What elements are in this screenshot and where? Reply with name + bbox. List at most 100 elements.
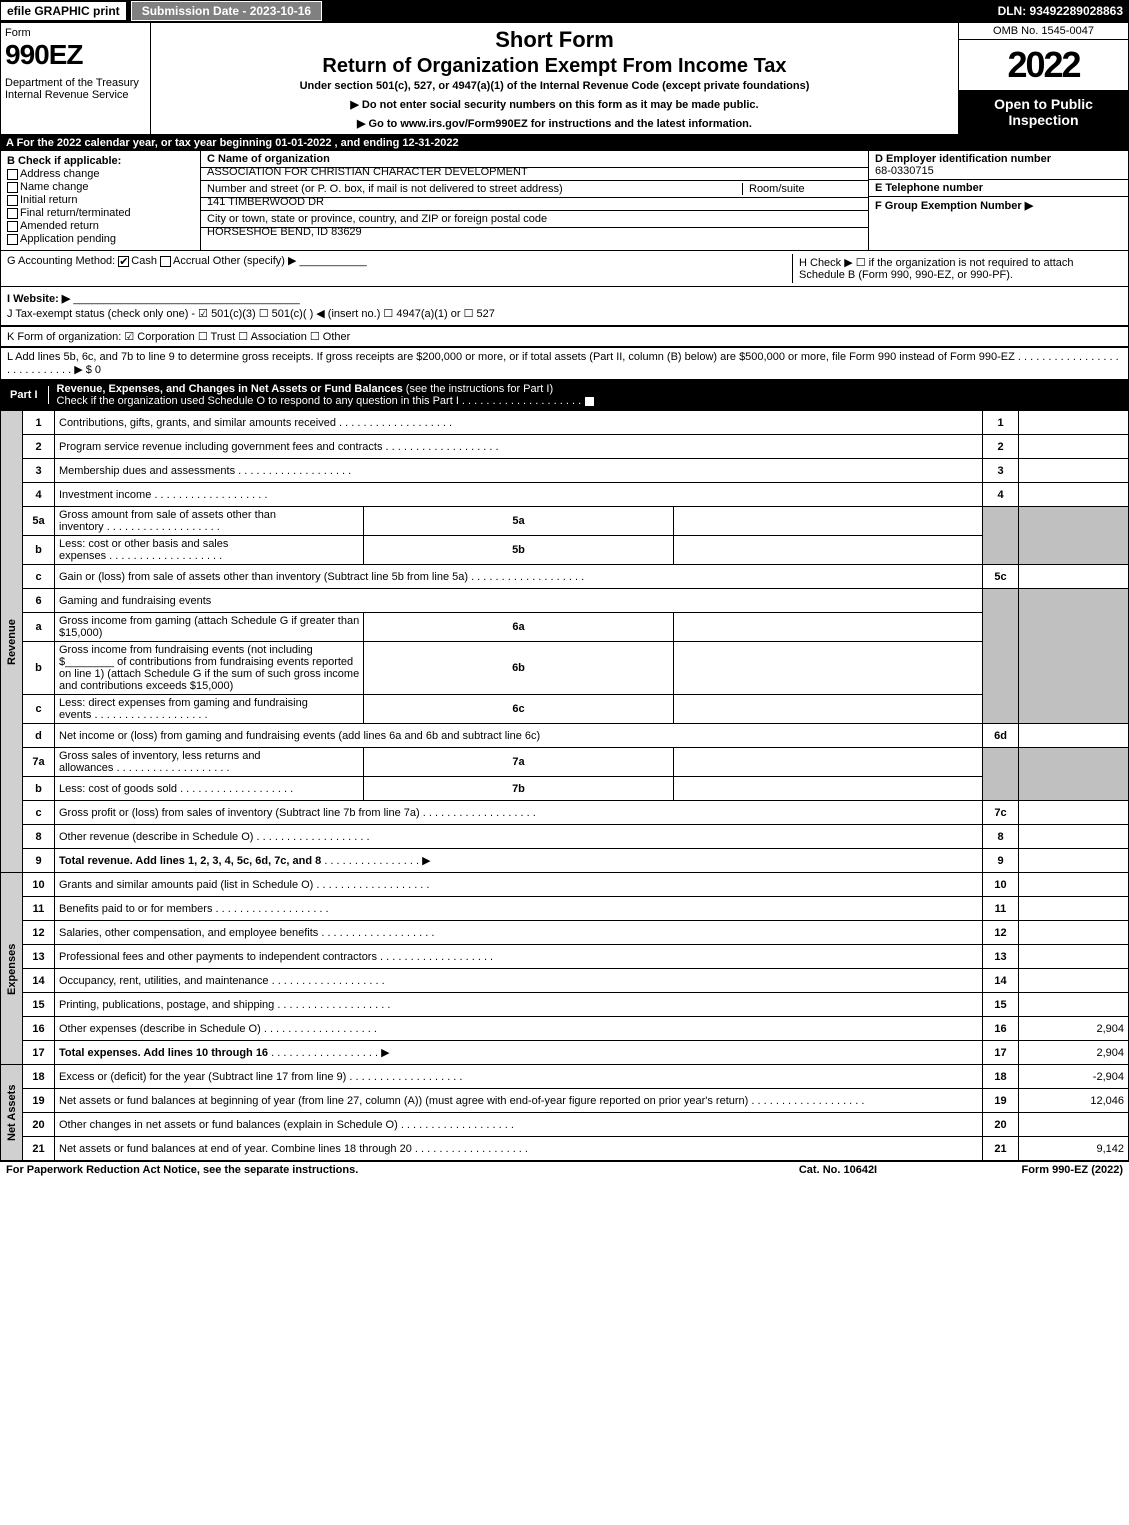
c-name-val: ASSOCIATION FOR CHRISTIAN CHARACTER DEVE…	[207, 166, 528, 178]
desc-13: Professional fees and other payments to …	[55, 945, 983, 969]
block-bcd: B Check if applicable: Address change Na…	[0, 151, 1129, 251]
rows-ijkl: I Website: ▶ ___________________________…	[0, 287, 1129, 326]
part-i-title: Revenue, Expenses, and Changes in Net As…	[57, 383, 403, 395]
short-form-label: Short Form	[159, 27, 950, 53]
desc-1: Contributions, gifts, grants, and simila…	[55, 411, 983, 435]
b-opt-amended: Amended return	[7, 220, 194, 232]
desc-2: Program service revenue including govern…	[55, 435, 983, 459]
desc-18: Excess or (deficit) for the year (Subtra…	[55, 1065, 983, 1089]
part-i-sub: (see the instructions for Part I)	[403, 383, 553, 395]
checkbox-parti-icon[interactable]	[584, 396, 595, 407]
header-mid: Short Form Return of Organization Exempt…	[151, 23, 958, 134]
desc-7a: Gross sales of inventory, less returns a…	[55, 748, 364, 777]
desc-6a: Gross income from gaming (attach Schedul…	[55, 613, 364, 642]
row-gh: G Accounting Method: Cash Accrual Other …	[0, 251, 1129, 287]
i-label: I Website: ▶	[7, 293, 70, 305]
f-lab: F Group Exemption Number ▶	[875, 199, 1122, 212]
b-opt-name: Name change	[7, 181, 194, 193]
revenue-table: Revenue 1Contributions, gifts, grants, a…	[0, 410, 1129, 1161]
note-ssn: ▶ Do not enter social security numbers o…	[159, 98, 950, 111]
form-title: Return of Organization Exempt From Incom…	[159, 55, 950, 78]
form-subtitle: Under section 501(c), 527, or 4947(a)(1)…	[159, 80, 950, 92]
desc-15: Printing, publications, postage, and shi…	[55, 993, 983, 1017]
desc-21: Net assets or fund balances at end of ye…	[55, 1137, 983, 1161]
checkbox-icon[interactable]	[7, 208, 18, 219]
b-opt-final: Final return/terminated	[7, 207, 194, 219]
desc-7b: Less: cost of goods sold	[55, 777, 364, 801]
desc-9: Total revenue. Add lines 1, 2, 3, 4, 5c,…	[55, 849, 983, 873]
side-revenue: Revenue	[1, 411, 23, 873]
form-number: 990EZ	[5, 39, 146, 71]
desc-10: Grants and similar amounts paid (list in…	[55, 873, 983, 897]
d-val: 68-0330715	[875, 165, 1122, 177]
side-netassets: Net Assets	[1, 1065, 23, 1161]
form-header: Form 990EZ Department of the Treasury In…	[0, 22, 1129, 135]
val-16: 2,904	[1019, 1017, 1129, 1041]
omb-number: OMB No. 1545-0047	[959, 23, 1128, 40]
c-room-lab: Room/suite	[742, 183, 862, 195]
desc-11: Benefits paid to or for members	[55, 897, 983, 921]
g-lab: G Accounting Method:	[7, 255, 115, 267]
col-def: D Employer identification number68-03307…	[868, 151, 1128, 250]
col-c: C Name of organization ASSOCIATION FOR C…	[201, 151, 868, 250]
desc-6b: Gross income from fundraising events (no…	[55, 642, 364, 695]
efile-label: efile GRAPHIC print	[0, 1, 127, 21]
checkbox-icon[interactable]	[7, 195, 18, 206]
b-head: B Check if applicable:	[7, 155, 194, 167]
h-block: H Check ▶ ☐ if the organization is not r…	[792, 254, 1122, 283]
desc-6d: Net income or (loss) from gaming and fun…	[55, 724, 983, 748]
desc-6c: Less: direct expenses from gaming and fu…	[55, 695, 364, 724]
form-label: Form	[5, 27, 146, 39]
c-street-lab: Number and street (or P. O. box, if mail…	[207, 183, 742, 195]
desc-8: Other revenue (describe in Schedule O)	[55, 825, 983, 849]
dln: DLN: 93492289028863	[998, 4, 1129, 18]
part-i-check: Check if the organization used Schedule …	[57, 395, 459, 407]
footer-catno: Cat. No. 10642I	[713, 1164, 963, 1176]
c-city-val: HORSESHOE BEND, ID 83629	[207, 226, 362, 238]
checkbox-icon[interactable]	[7, 182, 18, 193]
j-line: J Tax-exempt status (check only one) - ☑…	[7, 307, 1122, 320]
desc-7c: Gross profit or (loss) from sales of inv…	[55, 801, 983, 825]
desc-4: Investment income	[55, 483, 983, 507]
checkbox-icon[interactable]	[7, 169, 18, 180]
footer-formno: Form 990-EZ (2022)	[963, 1164, 1123, 1176]
desc-12: Salaries, other compensation, and employ…	[55, 921, 983, 945]
val-19: 12,046	[1019, 1089, 1129, 1113]
desc-5a: Gross amount from sale of assets other t…	[55, 507, 364, 536]
page-footer: For Paperwork Reduction Act Notice, see …	[0, 1161, 1129, 1178]
checkbox-accrual-icon[interactable]	[160, 256, 171, 267]
desc-17: Total expenses. Add lines 10 through 16 …	[55, 1041, 983, 1065]
val-21: 9,142	[1019, 1137, 1129, 1161]
desc-3: Membership dues and assessments	[55, 459, 983, 483]
c-street-val: 141 TIMBERWOOD DR	[207, 196, 324, 208]
tax-year: 2022	[959, 40, 1128, 90]
row-k: K Form of organization: ☑ Corporation ☐ …	[0, 326, 1129, 347]
header-right: OMB No. 1545-0047 2022 Open to Public In…	[958, 23, 1128, 134]
top-bar: efile GRAPHIC print Submission Date - 20…	[0, 0, 1129, 22]
department: Department of the Treasury Internal Reve…	[5, 77, 146, 101]
d-lab: D Employer identification number	[875, 153, 1122, 165]
row-a: A For the 2022 calendar year, or tax yea…	[0, 135, 1129, 151]
checkbox-cash-icon[interactable]	[118, 256, 129, 267]
checkbox-icon[interactable]	[7, 221, 18, 232]
note-goto: ▶ Go to www.irs.gov/Form990EZ for instru…	[159, 117, 950, 130]
col-b: B Check if applicable: Address change Na…	[1, 151, 201, 250]
open-to-public: Open to Public Inspection	[959, 90, 1128, 134]
part-i-header: Part I Revenue, Expenses, and Changes in…	[0, 380, 1129, 410]
desc-14: Occupancy, rent, utilities, and maintena…	[55, 969, 983, 993]
side-expenses: Expenses	[1, 873, 23, 1065]
b-opt-address: Address change	[7, 168, 194, 180]
checkbox-icon[interactable]	[7, 234, 18, 245]
desc-5b: Less: cost or other basis and sales expe…	[55, 536, 364, 565]
header-left: Form 990EZ Department of the Treasury In…	[1, 23, 151, 134]
desc-20: Other changes in net assets or fund bala…	[55, 1113, 983, 1137]
val-18: -2,904	[1019, 1065, 1129, 1089]
desc-5c: Gain or (loss) from sale of assets other…	[55, 565, 983, 589]
val-17: 2,904	[1019, 1041, 1129, 1065]
b-opt-pending: Application pending	[7, 233, 194, 245]
desc-16: Other expenses (describe in Schedule O)	[55, 1017, 983, 1041]
submission-date: Submission Date - 2023-10-16	[131, 1, 322, 21]
footer-notice: For Paperwork Reduction Act Notice, see …	[6, 1164, 713, 1176]
c-city-lab: City or town, state or province, country…	[207, 213, 547, 225]
e-lab: E Telephone number	[875, 182, 1122, 194]
